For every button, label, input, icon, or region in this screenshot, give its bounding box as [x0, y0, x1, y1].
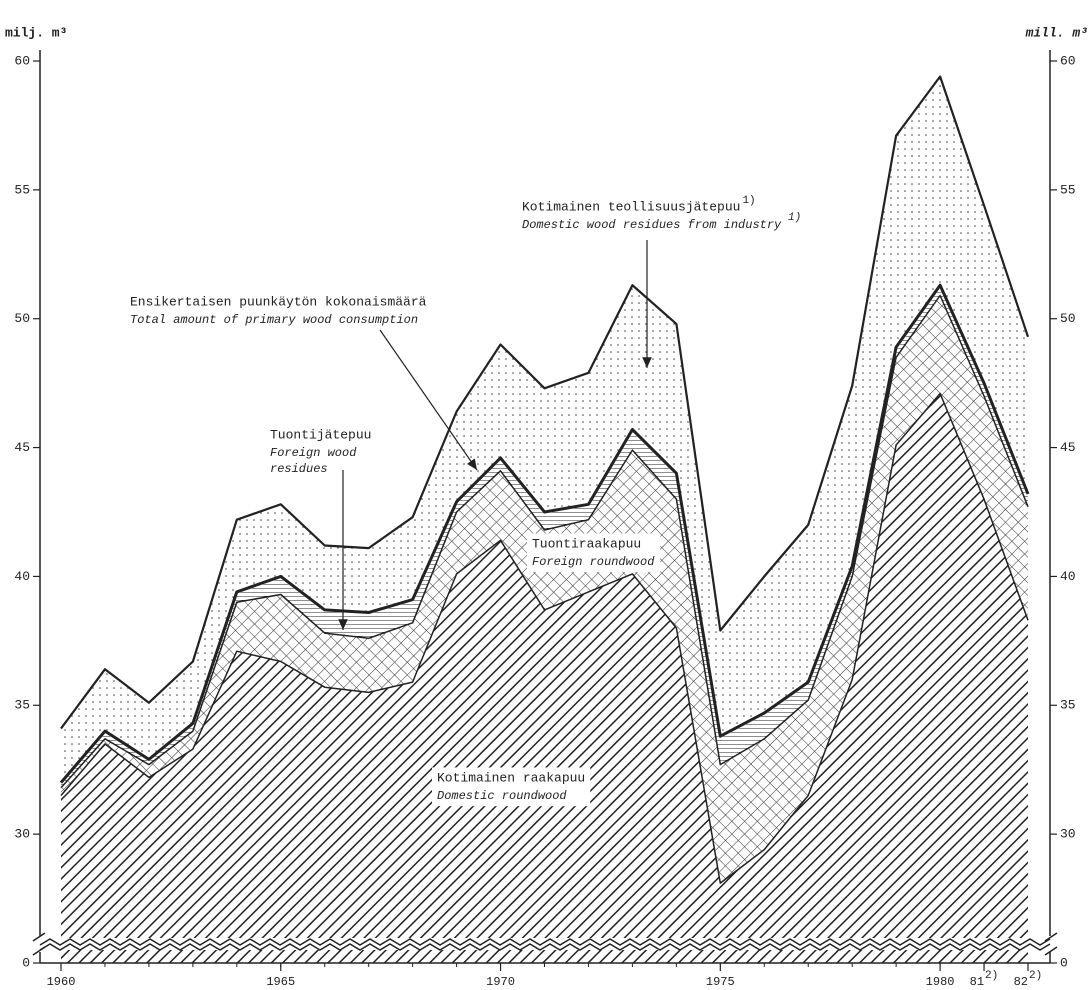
x-tick-label: 1975: [706, 975, 735, 989]
y-tick-label: 50: [14, 311, 30, 326]
y2-tick-label: 30: [1060, 827, 1076, 842]
area-top-line: [60, 392, 1029, 884]
y-tick-label: 30: [14, 827, 30, 842]
x-tick-label: 1965: [266, 975, 295, 989]
x-tick-label: 1970: [486, 975, 515, 989]
label-box: [432, 767, 591, 807]
label-text-en: Domestic roundwood: [437, 789, 567, 803]
y2-tick-label: 0: [1060, 955, 1068, 970]
series-label: Kotimainen raakapuu Domestic roundwood: [432, 767, 591, 807]
y-tick-label: 45: [14, 440, 30, 455]
label-note: 1): [788, 212, 801, 224]
y-axis-label: milj. m³: [5, 25, 67, 40]
annotation-en: Total amount of primary wood consumption: [130, 313, 418, 327]
x-tick-label: 82: [1014, 975, 1028, 989]
label-text: Tuontijätepuu: [270, 427, 371, 442]
y2-tick-label: 35: [1060, 698, 1076, 713]
y2-tick-label: 40: [1060, 569, 1076, 584]
x-tick-note: 2): [1029, 970, 1042, 982]
y2-tick-label: 50: [1060, 311, 1076, 326]
x-tick-label: 1960: [47, 975, 76, 989]
y-tick-label: 0: [22, 955, 30, 970]
annotation-arrow: [379, 329, 478, 471]
label-text: Kotimainen teollisuusjätepuu: [522, 199, 740, 214]
y2-tick-label: 60: [1060, 53, 1076, 68]
label-box: [527, 533, 661, 573]
y2-tick-label: 55: [1060, 182, 1076, 197]
area: [61, 393, 1028, 963]
label-text-en: Domestic wood residues from industry: [522, 218, 782, 232]
series-label: Tuontijätepuu Foreign wood residues: [265, 424, 377, 480]
axis-break-mark: [32, 932, 46, 956]
y2-tick-label: 45: [1060, 440, 1076, 455]
area-top-line: [59, 283, 1030, 784]
label-text: Kotimainen raakapuu: [437, 770, 585, 785]
label-text: Tuontiraakapuu: [532, 536, 641, 551]
label-note: 1): [742, 195, 755, 207]
annotation: Ensikertaisen puunkäytön kokonaismäärä: [130, 294, 427, 309]
axis-break-line: [39, 943, 1051, 951]
area: [61, 295, 1028, 884]
axis-break-mark: [1044, 932, 1058, 956]
y-tick-label: 40: [14, 569, 30, 584]
series-label: Kotimainen teollisuusjätepuu 1)Domestic w…: [522, 195, 801, 232]
label-text-en: Foreign roundwood: [532, 555, 655, 569]
x-tick-note: 2): [985, 970, 998, 982]
series-label: Tuontiraakapuu Foreign roundwood: [527, 533, 661, 573]
label-box: [265, 424, 377, 480]
area-top-line: [60, 294, 1029, 789]
label-text-en: Foreign wood: [270, 446, 357, 460]
label-text-en: residues: [270, 462, 328, 476]
y-tick-label: 35: [14, 698, 30, 713]
y2-axis-label: mill. m³: [1025, 25, 1088, 40]
y-tick-label: 60: [14, 53, 30, 68]
x-tick-label: 1980: [926, 975, 955, 989]
area: [61, 76, 1028, 783]
area-top-line: [60, 75, 1030, 730]
y-tick-label: 55: [14, 182, 30, 197]
x-tick-label: 81: [970, 975, 984, 989]
axis-break-line: [39, 938, 1051, 946]
